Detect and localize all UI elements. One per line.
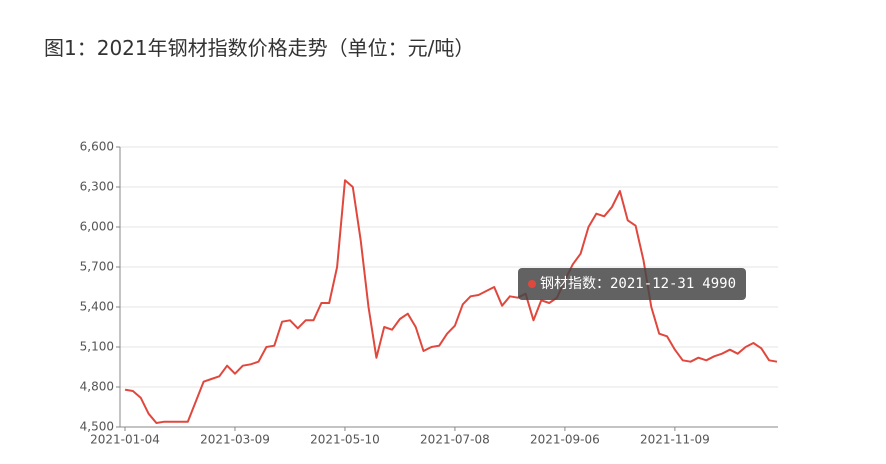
y-tick-label: 6,300 [80,180,114,194]
x-tick-label: 2021-03-09 [200,433,270,447]
x-tick-label: 2021-01-04 [90,433,160,447]
tooltip-value: 4990 [702,276,737,292]
y-tick-label: 4,800 [80,380,114,394]
tooltip: 钢材指数2021-12-31 4990 [518,268,747,300]
tooltip-date: 2021-12-31 [610,276,695,292]
tooltip-dot [528,280,536,288]
y-tick-label: 6,000 [80,220,114,234]
y-tick-label: 4,500 [80,420,114,434]
x-tick-label: 2021-09-06 [530,433,600,447]
y-tick-label: 5,700 [80,260,114,274]
x-tick-label: 2021-07-08 [420,433,490,447]
chart-title: 图1：2021年钢材指数价格走势（单位：元/吨） [44,36,475,60]
y-tick-label: 6,600 [80,140,114,154]
tooltip-series: 钢材指数 [540,276,610,292]
y-tick-label: 5,100 [80,340,114,354]
x-tick-label: 2021-05-10 [310,433,380,447]
y-tick-label: 5,400 [80,300,114,314]
x-tick-label: 2021-11-09 [640,433,710,447]
series-line [124,179,778,424]
